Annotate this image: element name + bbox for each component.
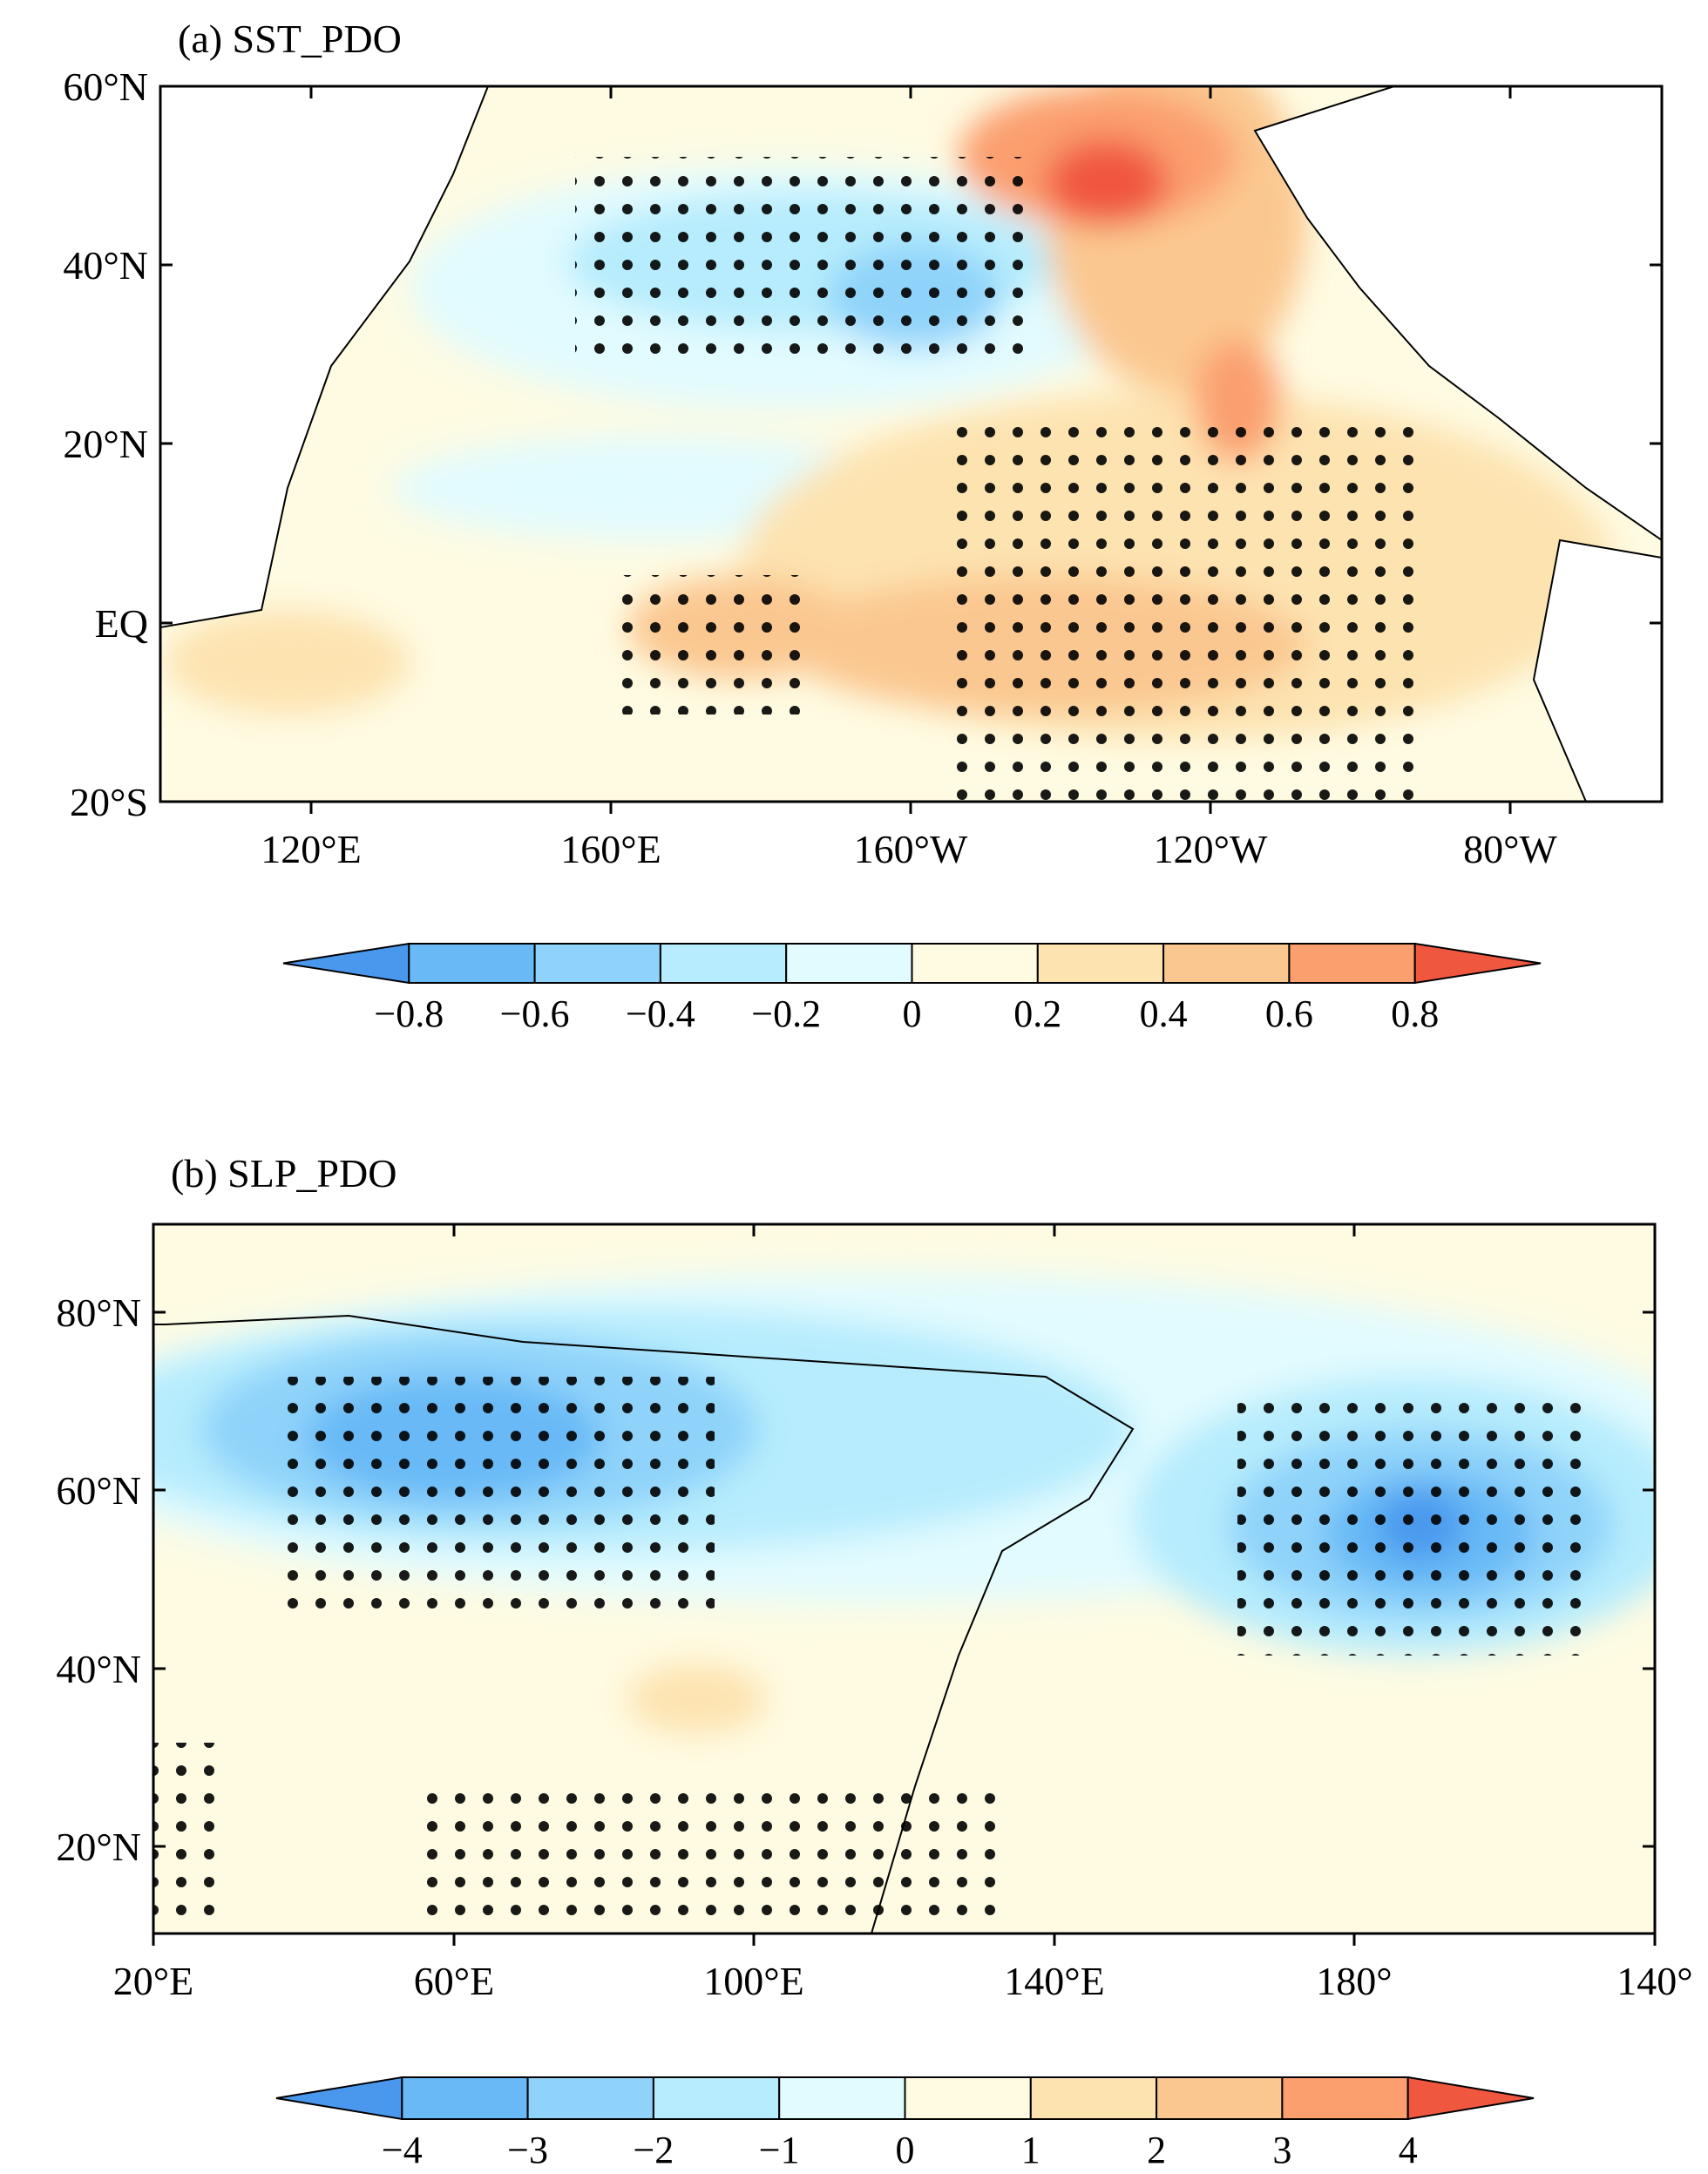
colorbar-label: 0 — [903, 992, 922, 1035]
colorbar-segment — [1162, 943, 1291, 984]
colorbar-label: −0.4 — [626, 992, 695, 1035]
colorbar-segment — [785, 943, 913, 984]
colorbar-label: −1 — [759, 2129, 800, 2171]
lon-label: 60°E — [414, 1959, 495, 2003]
lon-label: 120°E — [261, 827, 362, 871]
colorbar-segment — [275, 2076, 403, 2121]
colorbar-label: −2 — [633, 2129, 674, 2171]
colorbar-label: 1 — [1021, 2129, 1040, 2171]
map-frame — [152, 1222, 1657, 1935]
colorbar-segment — [1406, 2076, 1535, 2121]
colorbar-segment — [401, 2076, 529, 2120]
colorbar-label: 0.4 — [1140, 992, 1188, 1035]
colorbar-segment — [652, 2076, 781, 2120]
lat-label: 80°N — [56, 1290, 141, 1335]
colorbar-segment — [1036, 943, 1165, 984]
lon-label: 160°E — [560, 827, 661, 871]
colorbar-segment — [1281, 2076, 1409, 2120]
lat-label: 40°N — [63, 243, 148, 288]
colorbar-label: 4 — [1399, 2129, 1418, 2171]
colorbar-segment — [904, 2076, 1032, 2120]
lon-label: 20°E — [113, 1959, 194, 2003]
lon-label: 140°E — [1004, 1959, 1105, 2003]
panel-title: (b) SLP_PDO — [171, 1151, 396, 1195]
colorbar-label: 0.6 — [1265, 992, 1313, 1035]
lon-label: 160°W — [854, 827, 968, 871]
colorbar-segment — [1288, 943, 1416, 984]
colorbar-segment — [1029, 2076, 1158, 2120]
lat-label: 20°S — [70, 780, 148, 824]
lon-label: 80°W — [1463, 827, 1557, 871]
panel-title: (a) SST_PDO — [178, 17, 402, 61]
lon-label: 120°W — [1154, 827, 1268, 871]
colorbar-label: −0.6 — [500, 992, 570, 1035]
lat-label: 20°N — [63, 422, 148, 466]
colorbar-segment — [526, 2076, 654, 2120]
colorbar-label: −3 — [507, 2129, 548, 2171]
colorbar-label: 2 — [1147, 2129, 1166, 2171]
colorbar-segment — [778, 2076, 906, 2120]
lat-label: 40°N — [56, 1647, 141, 1691]
colorbar-label: 0.2 — [1013, 992, 1061, 1035]
colorbar-segment — [911, 943, 1039, 984]
slp-map — [153, 1224, 1655, 1934]
colorbar-label: 0 — [896, 2129, 915, 2171]
colorbar-label: −4 — [382, 2129, 423, 2171]
lat-label: 20°N — [56, 1825, 141, 1869]
colorbar-label: −0.2 — [751, 992, 821, 1035]
lon-label: 100°E — [703, 1959, 804, 2003]
colorbar-segment — [282, 942, 410, 985]
colorbar-segment — [408, 943, 536, 984]
colorbar-segment — [659, 943, 788, 984]
lat-label: EQ — [95, 601, 148, 646]
sst-map — [160, 86, 1662, 802]
lon-label: 180° — [1316, 1959, 1392, 2003]
lat-label: 60°N — [63, 64, 148, 109]
colorbar-segment — [1413, 942, 1542, 985]
colorbar-label: 3 — [1272, 2129, 1291, 2171]
colorbar-segment — [533, 943, 661, 984]
colorbar-label: −0.8 — [374, 992, 444, 1035]
colorbar-label: 0.8 — [1391, 992, 1439, 1035]
colorbar-segment — [1156, 2076, 1284, 2120]
lon-label: 140° — [1616, 1959, 1692, 2003]
lat-label: 60°N — [56, 1468, 141, 1513]
